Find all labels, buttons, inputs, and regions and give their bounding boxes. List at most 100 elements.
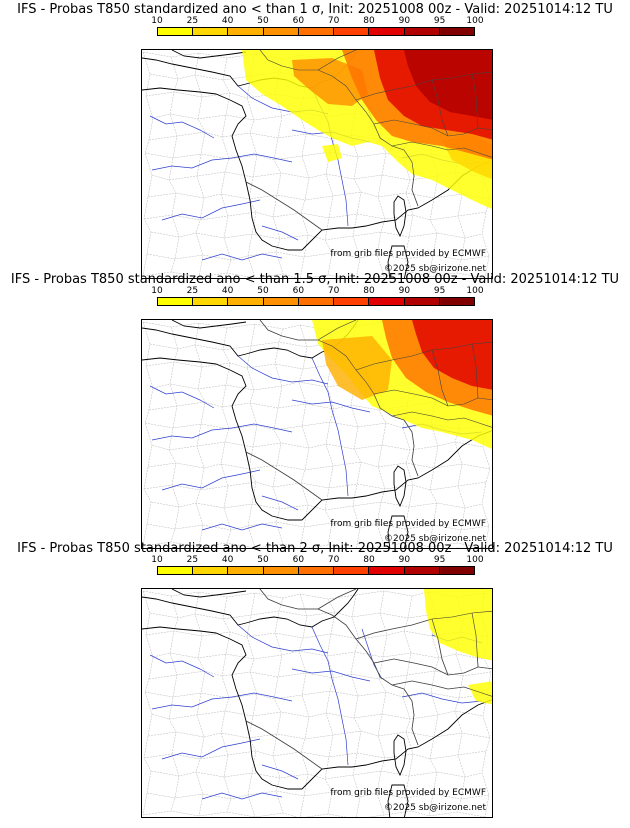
scale-tick-label: 80: [363, 286, 375, 296]
scale-tick-label: 10: [151, 286, 163, 296]
country-border-overlay: [317, 589, 357, 610]
scale-swatch: [263, 567, 299, 574]
probability-map: from grib files provided by ECMWF ©2025 …: [141, 49, 493, 279]
scale-swatch: [334, 298, 370, 305]
admin-boundary: [350, 325, 362, 548]
country-border-overlay: [245, 181, 323, 231]
admin-boundary: [143, 481, 487, 491]
river-line: [237, 624, 329, 654]
scale-swatch: [298, 567, 335, 574]
probability-field: [245, 320, 492, 501]
country-border-overlay: [245, 451, 323, 501]
scale-swatch: [228, 567, 264, 574]
sardinia-island: [387, 515, 409, 548]
admin-boundary: [151, 441, 484, 451]
scale-tick-label: 50: [257, 555, 269, 565]
admin-boundary: [148, 670, 492, 680]
probability-map: from grib files provided by ECMWF ©2025 …: [141, 588, 493, 818]
admin-boundary: [143, 211, 487, 221]
scale-swatch: [334, 28, 370, 35]
river-line: [149, 654, 215, 678]
scale-swatch: [439, 28, 474, 35]
scale-tick-label: 70: [327, 286, 340, 296]
admin-boundary: [145, 630, 489, 640]
coastline: [301, 430, 492, 521]
admin-boundary: [350, 594, 362, 817]
coastline: [171, 50, 247, 59]
coastline: [142, 626, 302, 790]
river-line: [311, 357, 349, 497]
admin-boundary: [480, 592, 492, 817]
river-line: [151, 423, 293, 441]
admin-boundary: [298, 54, 310, 278]
country-border-overlay: [471, 73, 479, 129]
copyright-note: ©2025 sb@irizone.net: [384, 803, 486, 813]
admin-boundary: [144, 690, 488, 700]
country-border-overlay: [355, 71, 492, 101]
country-border-overlay: [391, 411, 492, 428]
probability-field: [245, 589, 492, 770]
admin-boundary: [150, 231, 483, 241]
admin-boundary: [376, 321, 388, 547]
admin-boundary: [146, 790, 490, 800]
river-line: [237, 355, 329, 385]
probability-area-alps-patch: [468, 681, 492, 705]
country-border-overlay: [259, 320, 419, 477]
scale-tick-label: 90: [398, 555, 411, 565]
admin-boundary: [142, 541, 486, 548]
admin-boundary: [151, 710, 484, 720]
scale-swatch: [193, 567, 229, 574]
scale-tick-label: 70: [327, 16, 340, 26]
scale-swatch: [263, 298, 299, 305]
map-panel-2: IFS - Probas T850 standardized ano < tha…: [0, 272, 630, 549]
scale-swatch: [298, 298, 335, 305]
scale-swatch: [369, 28, 405, 35]
coastline: [142, 589, 359, 628]
country-border-overlay: [431, 79, 449, 137]
admin-boundary: [142, 51, 486, 61]
scale-tick-label: 95: [433, 16, 446, 26]
river-line: [201, 253, 283, 261]
copyright-note: ©2025 sb@irizone.net: [384, 264, 486, 274]
scale-swatch: [193, 28, 229, 35]
admin-boundary: [428, 591, 440, 817]
admin-boundary: [142, 321, 486, 331]
admin-boundary: [480, 323, 492, 548]
coastline: [142, 357, 302, 521]
probability-area-central-mid: [322, 336, 392, 400]
probability-area-north-east-max: [404, 50, 492, 120]
scale-tick-label: 60: [292, 16, 305, 26]
country-border-overlay: [317, 320, 357, 341]
scale-tick-label: 50: [257, 16, 269, 26]
river-line: [291, 399, 371, 413]
corsica-island: [393, 734, 407, 777]
admin-boundary: [147, 730, 491, 740]
river-line: [401, 692, 483, 704]
scale-tick-label: 80: [363, 16, 375, 26]
scale-ticks: 10 25 40 50 60 70 80 90 95 100: [151, 555, 483, 567]
admin-boundary: [428, 322, 440, 548]
scale-swatch: [404, 298, 440, 305]
scale-tick-label: 95: [433, 555, 446, 565]
scale-tick-label: 70: [327, 555, 340, 565]
admin-boundary: [147, 191, 491, 201]
copyright-note: ©2025 sb@irizone.net: [384, 534, 486, 544]
country-border-overlay: [355, 341, 492, 371]
scale-swatch: [439, 567, 474, 574]
scale-tick-label: 100: [466, 555, 484, 565]
scale-tick-label: 25: [186, 16, 199, 26]
river-line: [149, 115, 215, 139]
scale-swatch: [334, 567, 370, 574]
scale-swatch: [263, 28, 299, 35]
probability-field: [242, 50, 492, 231]
admin-boundary: [298, 324, 310, 548]
river-line: [151, 153, 293, 171]
admin-boundary: [220, 596, 232, 813]
scale-tick-label: 60: [292, 286, 305, 296]
scale-swatch: [158, 298, 194, 305]
probability-area-east-high: [412, 320, 492, 390]
scale-tick-label: 60: [292, 555, 305, 565]
admin-boundary: [194, 52, 206, 278]
scale-swatches: [157, 566, 475, 575]
color-scale: 10 25 40 50 60 70 80 90 95 100: [151, 16, 484, 44]
